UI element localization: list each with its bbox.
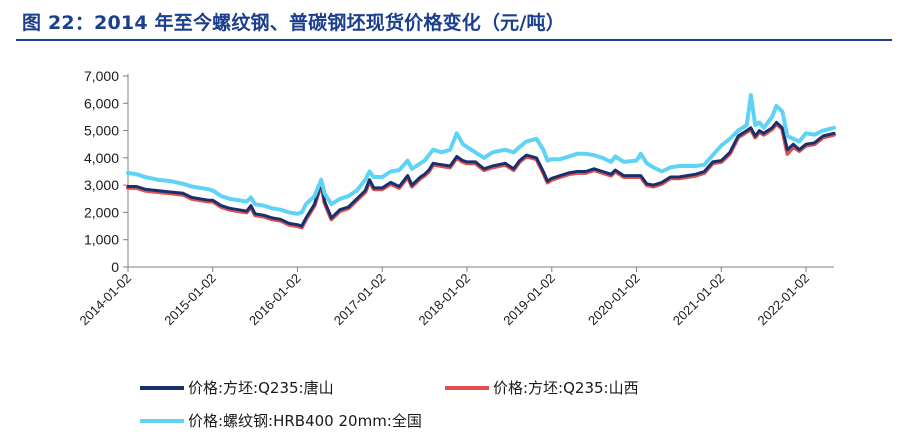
x-tick-label: 2014-01-02	[76, 271, 134, 329]
x-tick-label: 2020-01-02	[585, 271, 643, 329]
legend-label-1: 价格:方坯:Q235:山西	[493, 379, 639, 397]
series-line-2	[126, 93, 836, 216]
y-tick-label: 1,000	[84, 232, 119, 248]
y-tick-label: 7,000	[84, 68, 119, 84]
y-tick-label: 0	[111, 259, 119, 275]
y-tick-label: 5,000	[84, 123, 119, 139]
title-underline	[16, 39, 892, 41]
chart-title: 图 22：2014 年至今螺纹钢、普碳钢坯现货价格变化（元/吨）	[22, 12, 565, 34]
y-tick-label: 4,000	[84, 150, 119, 166]
series-layer	[126, 93, 836, 230]
chart-legend: 价格:方坯:Q235:唐山 价格:方坯:Q235:山西价格:螺纹钢:HRB400 …	[140, 379, 639, 430]
x-tick-label: 2018-01-02	[416, 271, 474, 329]
x-tick-label: 2019-01-02	[500, 271, 558, 329]
x-tick-label: 2017-01-02	[331, 271, 389, 329]
y-tick-label: 3,000	[84, 177, 119, 193]
legend-label-2: 价格:螺纹钢:HRB400 20mm:全国	[188, 412, 422, 430]
y-tick-label: 6,000	[84, 95, 119, 111]
x-tick-label: 2015-01-02	[161, 271, 219, 329]
y-tick-label: 2,000	[84, 204, 119, 220]
series-line-0	[126, 120, 836, 228]
x-tick-label: 2016-01-02	[246, 271, 304, 329]
x-tick-label: 2021-01-02	[670, 271, 728, 329]
legend-label-0: 价格:方坯:Q235:唐山	[188, 379, 334, 397]
x-tick-label: 2022-01-02	[755, 271, 813, 329]
